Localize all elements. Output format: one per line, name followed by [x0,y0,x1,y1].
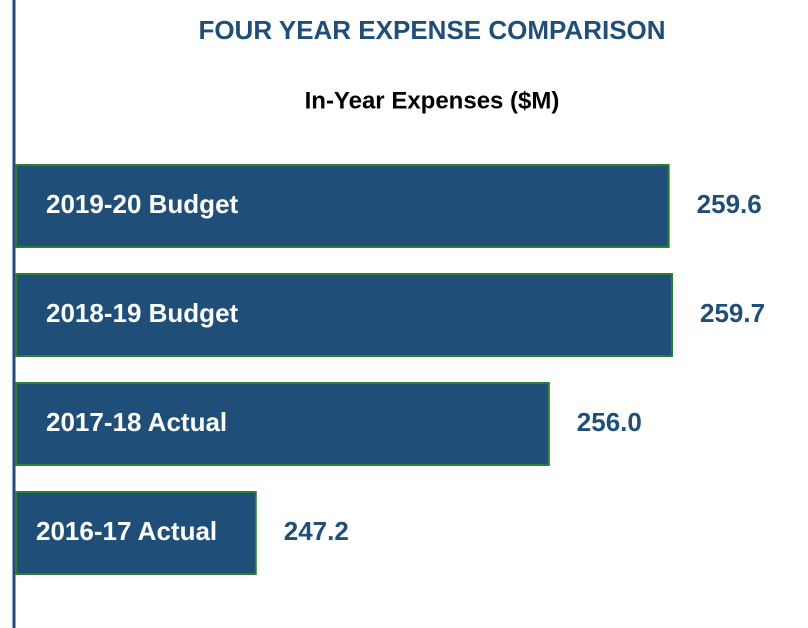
category-label: 2016-17 Actual [36,516,217,546]
bar [15,273,674,357]
bar [15,382,550,466]
bar [15,164,670,248]
category-label: 2019-20 Budget [46,189,239,219]
category-label: 2018-19 Budget [46,298,239,328]
value-label: 247.2 [284,516,349,546]
value-label: 259.7 [700,298,765,328]
chart-subtitle: In-Year Expenses ($M) [305,87,560,114]
value-label: 259.6 [697,189,762,219]
category-label: 2017-18 Actual [46,407,227,437]
bar [15,491,257,575]
chart-title: FOUR YEAR EXPENSE COMPARISON [198,15,665,45]
value-label: 256.0 [577,407,642,437]
